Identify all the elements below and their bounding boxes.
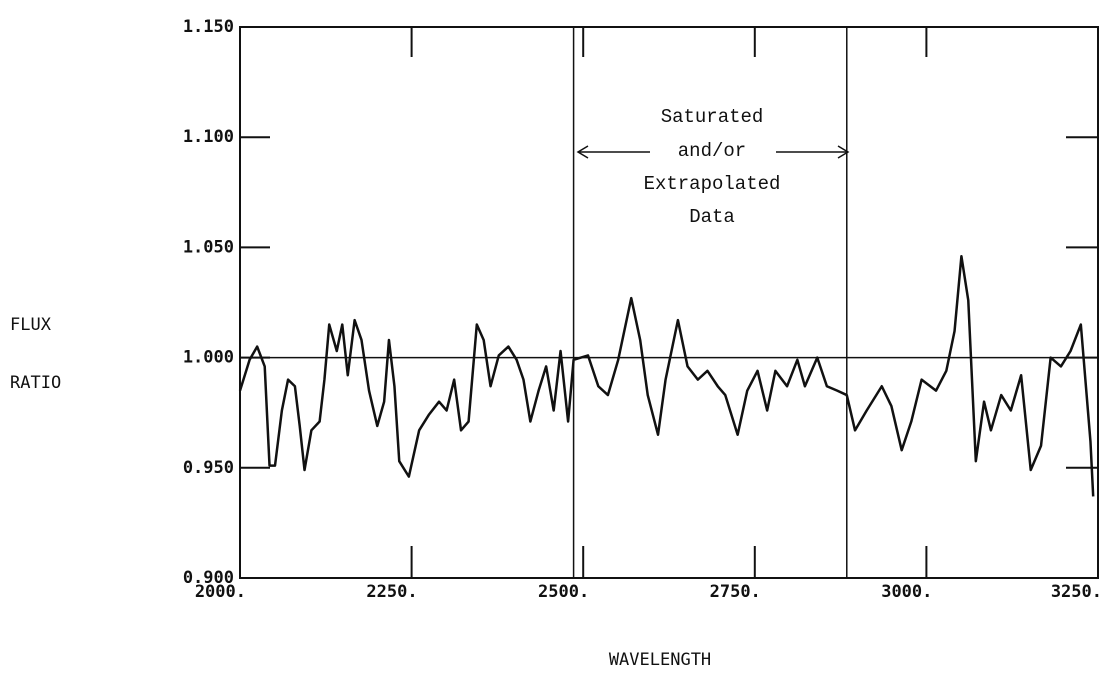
annotation: Saturated [661,106,764,128]
y-tick-label: 1.100 [183,127,234,147]
x-tick-label: 2750. [710,582,761,602]
annotation: and/or [678,140,746,162]
y-tick-label: 1.000 [183,348,234,368]
x-tick-label: 3000. [881,582,932,602]
data-line [238,254,1095,497]
y-tick-label: 0.950 [183,458,234,478]
x-tick-label: 3250. [1051,582,1102,602]
x-axis-label: WAVELENGTH [609,650,711,670]
y-axis-label: RATIO [10,373,61,393]
y-tick-label: 1.150 [183,17,234,37]
x-tick-label: 2000. [195,582,246,602]
annotation-arrows [576,145,850,159]
annotation: Extrapolated [644,173,781,195]
y-tick-label: 0.900 [183,568,234,588]
x-tick-label: 2250. [366,582,417,602]
annotation: Data [689,206,735,228]
y-axis-label: FLUX [10,315,52,335]
plot-frame [239,26,1099,579]
y-tick-label: 1.050 [183,237,234,257]
x-tick-label: 2500. [538,582,589,602]
